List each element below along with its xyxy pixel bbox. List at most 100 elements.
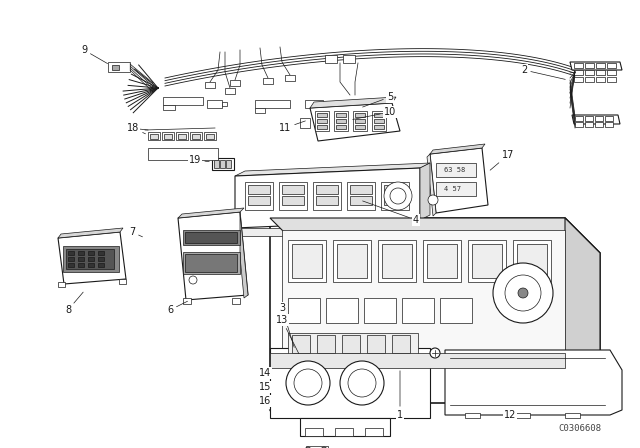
Bar — [183, 298, 191, 304]
Bar — [220, 160, 225, 168]
Bar — [66, 249, 114, 269]
Bar — [574, 70, 583, 75]
Bar — [98, 257, 104, 261]
Bar — [313, 182, 341, 210]
Bar — [468, 240, 506, 282]
Bar — [335, 428, 353, 436]
Bar — [317, 119, 327, 123]
Bar — [325, 55, 337, 63]
Bar — [245, 182, 273, 210]
Bar — [282, 230, 565, 356]
Bar — [78, 263, 84, 267]
Bar — [574, 63, 583, 68]
Bar — [326, 298, 358, 323]
Bar — [214, 160, 219, 168]
Circle shape — [286, 361, 330, 405]
Bar — [148, 132, 160, 140]
Bar — [305, 428, 323, 436]
Bar — [112, 65, 119, 70]
Bar — [285, 75, 295, 81]
Bar — [337, 244, 367, 278]
Bar — [98, 251, 104, 255]
Bar — [355, 119, 365, 123]
Bar — [382, 244, 412, 278]
Bar — [164, 134, 172, 139]
Text: C0306608: C0306608 — [559, 423, 602, 432]
Bar — [316, 185, 338, 194]
Bar — [248, 185, 270, 194]
Bar — [347, 182, 375, 210]
Text: 2: 2 — [521, 65, 565, 79]
Polygon shape — [300, 418, 390, 436]
Bar — [605, 122, 613, 127]
Circle shape — [384, 182, 412, 210]
Bar — [68, 263, 74, 267]
Bar — [607, 77, 616, 82]
Bar — [423, 240, 461, 282]
Bar — [353, 111, 367, 131]
Bar — [282, 196, 304, 205]
Bar — [342, 335, 360, 353]
Polygon shape — [445, 350, 622, 415]
Circle shape — [294, 369, 322, 397]
Polygon shape — [270, 348, 430, 418]
Bar — [574, 77, 583, 82]
Bar — [183, 252, 240, 274]
Circle shape — [348, 369, 376, 397]
Bar — [585, 122, 593, 127]
Bar — [378, 240, 416, 282]
Bar — [585, 116, 593, 121]
Circle shape — [518, 288, 528, 298]
Bar — [364, 298, 396, 323]
Bar — [163, 105, 175, 110]
Text: 12: 12 — [504, 410, 516, 420]
Bar — [119, 279, 126, 284]
Bar — [392, 335, 410, 353]
Bar — [282, 185, 304, 194]
Text: 5: 5 — [363, 92, 393, 107]
Polygon shape — [565, 218, 600, 403]
Bar — [596, 70, 605, 75]
Bar — [317, 113, 327, 117]
Bar — [190, 132, 202, 140]
Bar — [222, 102, 227, 106]
Bar — [292, 244, 322, 278]
Text: 13: 13 — [276, 315, 299, 353]
Bar — [279, 182, 307, 210]
Polygon shape — [235, 168, 420, 228]
Bar — [305, 100, 323, 108]
Bar — [207, 100, 222, 108]
Polygon shape — [58, 232, 126, 284]
Circle shape — [305, 447, 311, 448]
Bar — [384, 185, 406, 194]
Bar — [427, 244, 457, 278]
Polygon shape — [310, 97, 396, 108]
Bar — [336, 119, 346, 123]
Text: 16: 16 — [259, 396, 271, 411]
Polygon shape — [270, 218, 600, 253]
Bar — [336, 113, 346, 117]
Bar — [350, 185, 372, 194]
Bar — [78, 257, 84, 261]
Bar — [204, 132, 216, 140]
Polygon shape — [235, 163, 430, 176]
Circle shape — [428, 195, 438, 205]
Bar — [585, 63, 594, 68]
Bar — [150, 134, 158, 139]
Bar — [88, 263, 94, 267]
Bar — [355, 113, 365, 117]
Bar — [316, 196, 338, 205]
Bar — [263, 78, 273, 84]
Bar — [185, 232, 237, 243]
Bar — [323, 102, 328, 106]
Bar — [595, 122, 603, 127]
Bar — [148, 148, 218, 160]
Bar — [515, 413, 530, 418]
Bar — [575, 116, 583, 121]
Bar — [108, 62, 130, 72]
Circle shape — [340, 361, 384, 405]
Bar — [317, 125, 327, 129]
Bar — [58, 282, 65, 287]
Text: 7: 7 — [129, 227, 143, 237]
Polygon shape — [570, 62, 622, 70]
